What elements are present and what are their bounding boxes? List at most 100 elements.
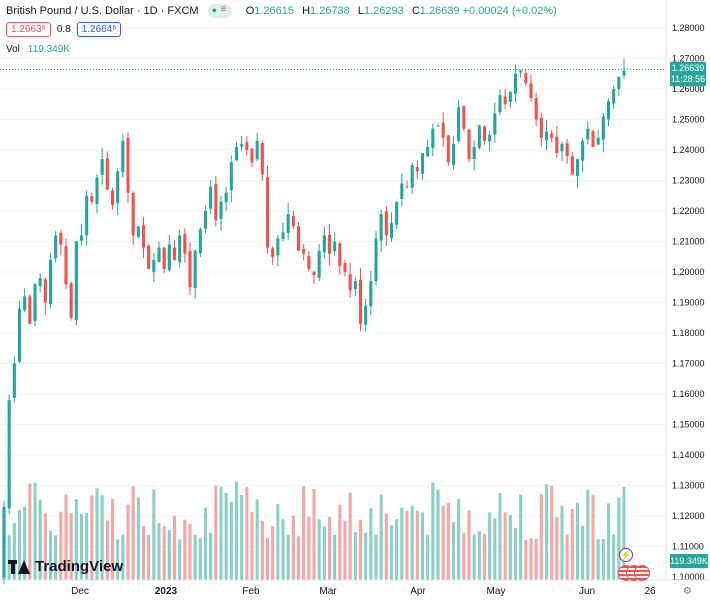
candle-body bbox=[54, 235, 58, 259]
volume-bar bbox=[312, 488, 316, 580]
volume-bar bbox=[348, 492, 352, 580]
volume-bar bbox=[384, 513, 388, 580]
candle-body bbox=[172, 247, 177, 260]
candle-body bbox=[302, 249, 306, 254]
volume-bar bbox=[229, 501, 233, 580]
volume-bar bbox=[570, 508, 574, 580]
volume-bar bbox=[240, 494, 244, 580]
candle-body bbox=[477, 125, 481, 148]
candle-body bbox=[33, 284, 37, 321]
volume-bar bbox=[281, 519, 285, 580]
volume-label[interactable]: Vol bbox=[6, 44, 20, 55]
candle-body bbox=[596, 137, 600, 145]
eye-icon[interactable] bbox=[207, 4, 232, 18]
candle-body bbox=[260, 142, 264, 175]
candle-body bbox=[281, 232, 285, 240]
high-label: H bbox=[302, 4, 311, 17]
volume-bar bbox=[224, 492, 228, 580]
volume-bar bbox=[591, 495, 595, 580]
candle-body bbox=[105, 158, 109, 190]
us-flag-icon[interactable] bbox=[634, 565, 650, 581]
x-tick-label: Jun bbox=[579, 586, 595, 597]
volume-bar bbox=[565, 534, 569, 580]
volume-bar bbox=[147, 535, 151, 580]
y-tick-label: 1.18000 bbox=[672, 328, 705, 338]
candle-body bbox=[482, 126, 487, 141]
volume-bar bbox=[426, 534, 430, 580]
buy-button[interactable]: 1.2664⁶ bbox=[76, 22, 122, 37]
volume-bar bbox=[265, 537, 270, 580]
candle-body bbox=[214, 184, 218, 221]
candle-body bbox=[131, 192, 135, 236]
volume-tag: 119.349K bbox=[670, 554, 708, 568]
candle-body bbox=[575, 159, 580, 176]
last-price-value: 1.26639 bbox=[671, 63, 705, 73]
volume-value: 119.349K bbox=[27, 44, 70, 55]
chart-legend: British Pound / U.S. Dollar · 1D · FXCM … bbox=[6, 4, 557, 18]
y-tick-label: 1.28000 bbox=[672, 23, 705, 33]
candle-body bbox=[28, 296, 32, 324]
volume-bar bbox=[59, 511, 63, 580]
x-tick-label: Feb bbox=[242, 586, 260, 597]
y-tick-label: 1.10000 bbox=[672, 572, 705, 582]
candle-body bbox=[451, 143, 456, 165]
candle-body bbox=[234, 146, 239, 161]
candle-body bbox=[312, 271, 316, 276]
low-value: 1.26293 bbox=[363, 4, 404, 17]
y-tick-label: 1.15000 bbox=[672, 420, 705, 430]
volume-bar bbox=[493, 518, 497, 580]
candle-body bbox=[493, 113, 497, 135]
volume-bar bbox=[601, 539, 605, 580]
bolt-icon[interactable]: ⚡ bbox=[619, 548, 633, 562]
volume-bar bbox=[482, 533, 487, 580]
candle-body bbox=[100, 159, 104, 175]
candle-body bbox=[586, 128, 590, 140]
volume-bar bbox=[462, 532, 466, 580]
candle-body bbox=[224, 192, 228, 203]
x-tick-label: Dec bbox=[71, 586, 89, 597]
candle-body bbox=[198, 229, 202, 254]
x-tick-label: Mar bbox=[319, 586, 337, 597]
candle-body bbox=[265, 177, 270, 248]
candle-body bbox=[400, 183, 404, 199]
candle-body bbox=[250, 148, 254, 163]
volume-bar bbox=[255, 499, 259, 580]
candle-body bbox=[410, 165, 414, 188]
candle-body bbox=[441, 122, 445, 138]
change-value: +0.00024 (+0.02%) bbox=[462, 4, 557, 17]
volume-bar bbox=[100, 495, 104, 580]
candle-body bbox=[188, 251, 192, 288]
candle-body bbox=[85, 195, 89, 236]
volume-bar bbox=[508, 514, 512, 580]
y-tick-label: 1.25000 bbox=[672, 115, 705, 125]
open-label: O bbox=[245, 4, 255, 17]
candle-body bbox=[513, 73, 518, 94]
volume-bar bbox=[498, 493, 502, 580]
gear-icon[interactable]: ⚙ bbox=[683, 586, 692, 597]
tradingview-logo[interactable]: TradingView bbox=[8, 558, 123, 575]
spread-value: 0.8 bbox=[56, 24, 71, 35]
sell-button[interactable]: 1.2663⁸ bbox=[6, 22, 51, 37]
volume-bar bbox=[95, 488, 99, 580]
candle-body bbox=[405, 186, 409, 188]
candle-body bbox=[436, 125, 440, 127]
candle-body bbox=[431, 128, 435, 149]
candle-body bbox=[322, 235, 326, 253]
volume-bar bbox=[54, 535, 58, 580]
candle-body bbox=[291, 216, 295, 227]
volume-bar bbox=[534, 538, 538, 580]
candle-body bbox=[178, 235, 182, 263]
candle-body bbox=[271, 248, 275, 257]
candle-body bbox=[457, 107, 461, 142]
y-tick-label: 1.26000 bbox=[672, 84, 705, 94]
candle-body bbox=[240, 143, 244, 147]
volume-bar bbox=[431, 482, 435, 580]
candle-body bbox=[219, 201, 223, 220]
symbol-title[interactable]: British Pound / U.S. Dollar · 1D · FXCM bbox=[6, 4, 199, 17]
candle-body bbox=[348, 274, 352, 291]
candle-body bbox=[353, 281, 357, 290]
y-tick-label: 1.13000 bbox=[672, 481, 705, 491]
close-value: 1.26639 bbox=[419, 4, 460, 17]
volume-bar bbox=[436, 489, 440, 580]
